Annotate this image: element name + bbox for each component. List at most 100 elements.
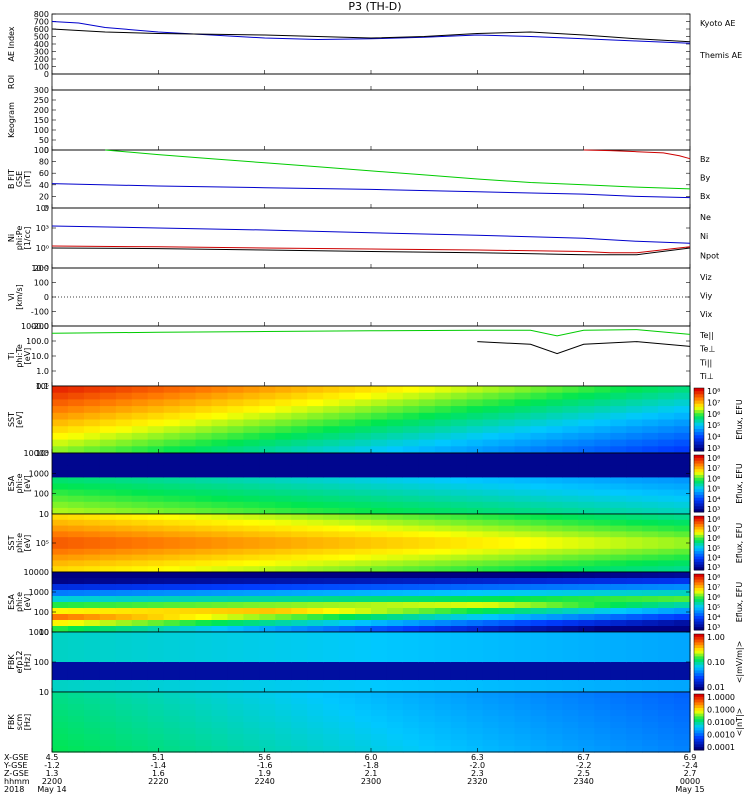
heatmap-cell [83,668,101,675]
time-axis-value: -2.4 [682,761,698,770]
heatmap-cell [323,620,340,627]
y-axis-label: GSE [15,171,24,187]
heatmap-cell [147,432,165,441]
heatmap-cell [355,626,372,633]
legend-entry: Te⊥ [699,345,715,354]
heatmap-cell [642,656,659,663]
colorbar-label: <|nT|> [735,708,744,737]
heatmap-cell [227,746,244,753]
heatmap-cell [131,446,149,454]
heatmap-cell [418,495,436,503]
colorbar-tick-label: 10⁴ [707,553,720,562]
heatmap-cell [402,439,420,447]
heatmap-cell [115,471,133,478]
heatmap-cell [514,740,532,747]
heatmap-cell [227,399,244,407]
heatmap-cell [195,674,213,681]
heatmap-cell [275,459,292,466]
colorbar-tick-label: 0.0010 [707,731,735,740]
heatmap-cell [482,608,500,615]
heatmap-cell [386,459,404,466]
heatmap-cell [163,692,181,699]
heatmap-cell [275,477,292,485]
heatmap-cell [642,386,659,394]
colorbar-tick-label: 10⁸ [707,454,720,463]
heatmap-cell [450,531,468,538]
heatmap-cell [307,514,324,521]
heatmap-cell [610,614,627,621]
heatmap-cell [307,632,324,639]
y-axis-label: FBK [7,654,16,670]
colorbar-segment [694,744,704,748]
heatmap-cell [83,465,101,472]
heatmap-cell [674,722,691,729]
heatmap-cell [658,704,675,711]
heatmap-cell [658,668,675,675]
colorbar-segment [694,394,704,398]
heatmap-cell [259,432,276,441]
y-tick-label: 10⁰ [36,244,49,253]
heatmap-cell [434,614,452,621]
heatmap-cell [115,698,133,705]
heatmap-cell [227,406,244,414]
heatmap-cell [562,698,579,705]
heatmap-cell [115,548,133,556]
heatmap-cell [291,386,308,394]
heatmap-cell [131,638,149,645]
heatmap-cell [275,519,292,527]
heatmap-cell [67,489,85,497]
heatmap-cell [339,399,356,407]
series-line-kyotoae [51,21,691,44]
heatmap-cell [514,710,532,717]
heatmap-cell [546,446,563,454]
heatmap-cell [259,662,276,669]
heatmap-cell [339,537,356,544]
heatmap-cell [195,680,213,687]
heatmap-cell [450,483,468,491]
heatmap-cell [99,399,117,407]
heatmap-cell [402,686,420,693]
heatmap-cell [179,650,197,657]
heatmap-cell [339,426,356,434]
heatmap-cell [546,495,563,503]
heatmap-cell [418,584,436,591]
heatmap-cell [546,728,563,735]
heatmap-cell [195,614,213,621]
y-axis-label: [nT] [23,171,32,187]
heatmap-cell [466,572,484,579]
heatmap-cell [610,716,627,723]
heatmap-cell [594,698,611,705]
heatmap-cell [179,710,197,717]
heatmap-cell [371,495,388,503]
heatmap-cell [179,489,197,497]
heatmap-cell [594,426,611,434]
heatmap-cell [131,680,149,687]
colorbar-segment [694,543,704,547]
heatmap-cell [498,578,516,585]
heatmap-cell [578,734,595,741]
colorbar-frame [693,573,705,631]
heatmap-cell [626,722,643,729]
time-axis-value: -2.2 [576,761,592,770]
heatmap-cell [163,471,181,478]
heatmap-cell [339,602,356,609]
heatmap-cell [323,465,340,472]
time-axis-value: -1.2 [44,761,60,770]
heatmap-cell [179,426,197,434]
heatmap-cell [339,439,356,447]
y-axis-label: Keogram [7,102,16,138]
heatmap-cell [147,620,165,627]
heatmap-cell [211,432,229,441]
heatmap-cell [147,644,165,651]
heatmap-cell [83,386,101,394]
heatmap-cell [67,620,85,627]
heatmap-cell [211,386,229,394]
heatmap-cell [418,554,436,561]
heatmap-cell [259,716,276,723]
heatmap-cell [434,477,452,485]
heatmap-cell [227,446,244,454]
heatmap-cell [291,519,308,527]
heatmap-cell [450,477,468,485]
heatmap-cell [642,662,659,669]
heatmap-cell [99,722,117,729]
